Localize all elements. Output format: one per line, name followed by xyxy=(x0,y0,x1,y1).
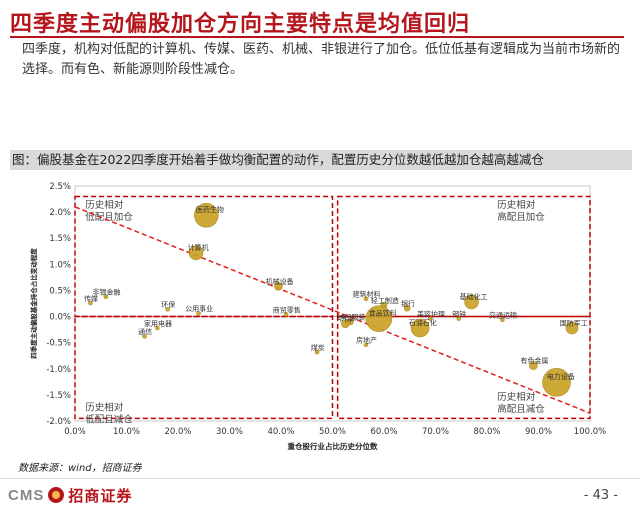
quadrant-label: 历史相对 xyxy=(85,402,124,414)
data-point-label: 轻工制造 xyxy=(371,296,399,305)
x-tick-label: 30.0% xyxy=(216,427,243,437)
data-point xyxy=(341,319,350,329)
x-axis-label: 重仓股行业占比历史分位数 xyxy=(288,441,378,451)
logo-text: CMS xyxy=(8,486,45,504)
footer-divider xyxy=(0,478,640,479)
data-point-label: 机械设备 xyxy=(266,277,294,286)
data-point xyxy=(155,325,160,331)
data-point-label: 纺织服装 xyxy=(337,312,365,321)
data-source: 数据来源：wind，招商证券 xyxy=(18,463,142,474)
data-point-label: 基础化工 xyxy=(460,292,488,301)
data-point xyxy=(363,342,369,348)
data-point-label: 房地产 xyxy=(356,336,377,345)
figure-title: 图：偏股基金在2022四季度开始着手做均衡配置的动作，配置历史分位数越低越加仓越… xyxy=(10,150,632,170)
quadrant-label: 低配且加仓 xyxy=(85,211,133,223)
data-point-label: 石油石化 xyxy=(409,318,437,327)
x-tick-label: 60.0% xyxy=(370,427,397,437)
x-tick-label: 40.0% xyxy=(267,427,294,437)
y-tick-label: -0.5% xyxy=(46,339,71,349)
data-point xyxy=(565,321,579,335)
y-tick-label: 2.5% xyxy=(49,182,71,192)
data-point-label: 美容护理 xyxy=(417,309,445,318)
x-tick-label: 10.0% xyxy=(113,427,140,437)
data-point xyxy=(165,306,170,312)
data-point xyxy=(428,316,433,321)
x-tick-label: 90.0% xyxy=(525,427,552,437)
page-number: - 43 - xyxy=(583,488,618,503)
y-tick-label: -2.0% xyxy=(46,417,71,427)
data-point xyxy=(188,245,204,261)
data-point-label: 银行 xyxy=(401,299,415,308)
data-point-label: 钢铁 xyxy=(452,309,466,318)
data-point xyxy=(314,349,320,355)
data-point xyxy=(274,281,283,291)
data-point-label: 交通运输 xyxy=(489,310,517,319)
slide-title: 四季度主动偏股加仓方向主要特点是均值回归 xyxy=(10,11,471,37)
x-tick-label: 50.0% xyxy=(319,427,346,437)
y-tick-label: 2.0% xyxy=(49,208,71,218)
quadrant-label: 历史相对 xyxy=(497,199,536,211)
scatter-chart: -2.0% -1.5% -1.0% -0.5% 0.0% 0.5% 1.0% 1.5% 2.0%… xyxy=(29,182,606,451)
y-tick-label: 0.0% xyxy=(49,313,71,323)
y-axis-label: 四季度主动偏股基金持仓占比变动程度 xyxy=(29,248,38,359)
data-point xyxy=(196,311,201,316)
data-point-label: 通信 xyxy=(138,327,152,336)
data-point-label: 非银金融 xyxy=(93,288,121,297)
quadrant-label: 高配且加仓 xyxy=(497,211,545,223)
quadrant-box xyxy=(74,315,334,420)
data-point-label: 环保 xyxy=(161,300,175,309)
data-point xyxy=(500,317,505,322)
data-point-label: 有色金属 xyxy=(521,356,549,365)
y-tick-label: 1.0% xyxy=(49,260,71,270)
data-point-label: 食品饮料 xyxy=(369,308,397,317)
x-tick-label: 0.0% xyxy=(64,427,86,437)
data-point xyxy=(103,294,109,300)
data-point-label: 公用事业 xyxy=(185,304,213,313)
y-tick-label: -1.0% xyxy=(46,365,71,375)
data-point-label: 家用电器 xyxy=(144,319,172,328)
logo-mark-icon xyxy=(48,487,65,503)
intro-text: 四季度，机构对低配的计算机、传媒、医药、机械、非银进行了加仓。低位低基有逻辑成为… xyxy=(22,42,621,77)
data-point xyxy=(403,304,411,312)
quadrant-label: 低配且减仓 xyxy=(85,414,133,426)
data-point xyxy=(456,316,461,321)
data-point-label: 煤炭 xyxy=(311,343,325,352)
data-point xyxy=(542,368,571,397)
y-tick-label: 1.5% xyxy=(49,234,71,244)
data-point-label: 计算机 xyxy=(188,243,209,252)
logo-cn-text: 招商证券 xyxy=(68,486,133,505)
data-point xyxy=(365,305,393,332)
data-point xyxy=(363,296,369,302)
title-divider xyxy=(10,36,624,38)
data-point-label: 建筑材料 xyxy=(353,290,381,299)
trend-line xyxy=(74,206,591,414)
quadrant-label: 历史相对 xyxy=(497,391,536,403)
data-point-label: 传媒 xyxy=(84,294,98,303)
data-point xyxy=(464,294,479,310)
quadrant-label: 高配且减仓 xyxy=(497,403,545,415)
data-point xyxy=(283,312,289,317)
x-tick-label: 100.0% xyxy=(574,427,606,437)
x-tick-label: 80.0% xyxy=(473,427,500,437)
data-point xyxy=(529,361,538,370)
quadrant-box xyxy=(336,195,591,318)
x-tick-label: 20.0% xyxy=(164,427,191,437)
x-tick-label: 70.0% xyxy=(422,427,449,437)
data-point xyxy=(88,300,93,306)
y-tick-label: -1.5% xyxy=(46,391,71,401)
quadrant-box xyxy=(336,315,591,420)
data-point xyxy=(142,334,147,339)
data-point xyxy=(410,318,430,338)
y-tick-label: 0.5% xyxy=(49,286,71,296)
quadrant-label: 历史相对 xyxy=(85,199,124,211)
data-point-label: 汽车 xyxy=(340,314,354,323)
data-point-label: 国防军工 xyxy=(560,318,588,327)
data-point-label: 电力设备 xyxy=(547,372,575,381)
company-logo: CMS 招商证券 xyxy=(8,485,132,505)
data-point-label: 商贸零售 xyxy=(273,305,301,314)
data-point xyxy=(194,202,219,228)
data-point-label: 医药生物 xyxy=(196,205,224,214)
